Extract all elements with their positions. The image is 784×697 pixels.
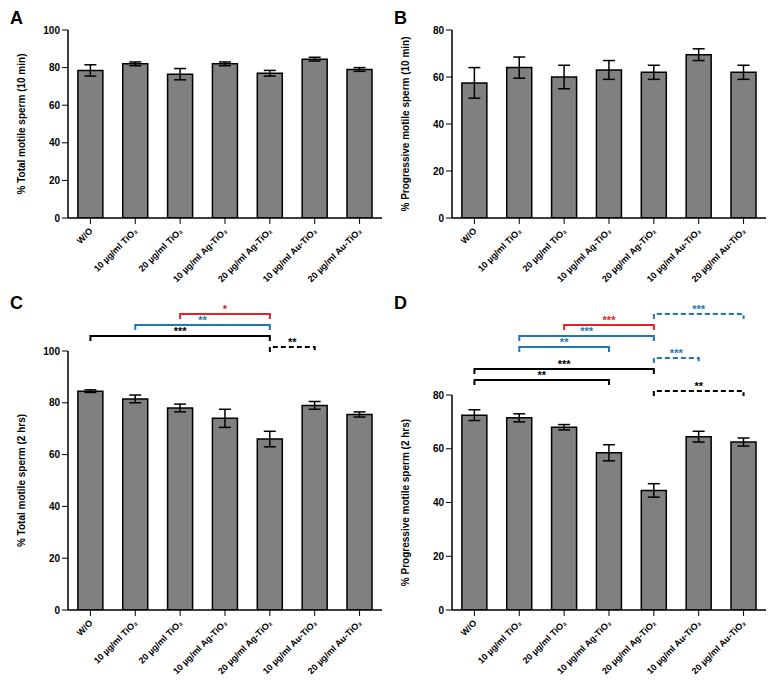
svg-text:20 µg/ml TiO₂: 20 µg/ml TiO₂ [521,618,569,666]
svg-text:10 µg/ml Ag-TiO₂: 10 µg/ml Ag-TiO₂ [555,226,614,285]
svg-text:60: 60 [433,443,445,454]
svg-text:10 µg/ml Ag-TiO₂: 10 µg/ml Ag-TiO₂ [171,226,230,285]
svg-text:% Progressive motile sperm (10: % Progressive motile sperm (10 min) [400,36,411,211]
svg-text:10 µg/ml TiO₂: 10 µg/ml TiO₂ [476,618,524,666]
svg-text:20 µg/ml Au-TiO₂: 20 µg/ml Au-TiO₂ [690,226,748,284]
svg-text:0: 0 [438,213,444,224]
svg-text:10 µg/ml TiO₂: 10 µg/ml TiO₂ [92,226,140,274]
svg-text:10 µg/ml Au-TiO₂: 10 µg/ml Au-TiO₂ [260,618,319,677]
svg-text:10 µg/ml TiO₂: 10 µg/ml TiO₂ [92,618,140,666]
svg-text:**: ** [198,314,207,326]
svg-text:0: 0 [438,605,444,616]
svg-text:20 µg/ml Au-TiO₂: 20 µg/ml Au-TiO₂ [306,226,364,284]
svg-text:60: 60 [433,72,445,83]
svg-text:40: 40 [433,497,445,508]
svg-text:10 µg/ml TiO₂: 10 µg/ml TiO₂ [476,226,524,274]
svg-text:80: 80 [49,62,61,73]
svg-text:***: *** [580,325,594,337]
svg-text:W/O: W/O [459,226,479,246]
svg-text:20 µg/ml TiO₂: 20 µg/ml TiO₂ [137,226,185,274]
svg-text:20: 20 [49,553,61,564]
svg-text:80: 80 [49,397,61,408]
svg-text:20: 20 [49,175,61,186]
svg-text:W/O: W/O [75,226,95,246]
svg-text:20 µg/ml Au-TiO₂: 20 µg/ml Au-TiO₂ [690,618,748,676]
html-text:D: D [394,293,407,313]
svg-text:20 µg/ml TiO₂: 20 µg/ml TiO₂ [521,226,569,274]
svg-text:20: 20 [433,166,445,177]
svg-text:80: 80 [433,390,445,401]
svg-text:0: 0 [54,213,60,224]
svg-text:**: ** [288,336,297,348]
svg-text:% Total motile sperm (10 min): % Total motile sperm (10 min) [16,54,27,195]
svg-text:60: 60 [49,100,61,111]
svg-text:40: 40 [433,119,445,130]
svg-text:20 µg/ml Ag-TiO₂: 20 µg/ml Ag-TiO₂ [216,226,275,285]
svg-text:100: 100 [43,346,60,357]
svg-text:20 µg/ml Ag-TiO₂: 20 µg/ml Ag-TiO₂ [600,226,659,285]
svg-text:10 µg/ml Au-TiO₂: 10 µg/ml Au-TiO₂ [260,226,319,285]
html-text:B: B [394,8,407,28]
svg-text:***: *** [692,303,706,315]
svg-text:**: ** [560,336,569,348]
svg-text:10 µg/ml Ag-TiO₂: 10 µg/ml Ag-TiO₂ [171,618,230,677]
svg-text:**: ** [537,369,546,381]
svg-text:***: *** [670,347,684,359]
html-text:A: A [10,8,23,28]
svg-text:***: *** [603,314,617,326]
svg-text:***: *** [558,358,572,370]
svg-text:80: 80 [433,25,445,36]
svg-text:W/O: W/O [75,618,95,638]
svg-text:% Total motile sperm (2 hrs): % Total motile sperm (2 hrs) [16,414,27,547]
svg-text:10 µg/ml Ag-TiO₂: 10 µg/ml Ag-TiO₂ [555,618,614,677]
svg-text:% Progressive motile sperm (2: % Progressive motile sperm (2 hrs) [400,419,411,586]
svg-text:20 µg/ml TiO₂: 20 µg/ml TiO₂ [137,618,185,666]
svg-text:0: 0 [54,605,60,616]
svg-text:40: 40 [49,137,61,148]
svg-text:20 µg/ml Ag-TiO₂: 20 µg/ml Ag-TiO₂ [600,618,659,677]
svg-text:40: 40 [49,501,61,512]
svg-text:**: ** [694,380,703,392]
svg-text:W/O: W/O [459,618,479,638]
svg-text:*: * [223,303,228,315]
svg-text:10 µg/ml Au-TiO₂: 10 µg/ml Au-TiO₂ [644,226,703,285]
html-text:C: C [10,293,23,313]
svg-text:100: 100 [43,25,60,36]
svg-text:20 µg/ml Au-TiO₂: 20 µg/ml Au-TiO₂ [306,618,364,676]
svg-text:10 µg/ml Au-TiO₂: 10 µg/ml Au-TiO₂ [644,618,703,677]
svg-text:20 µg/ml Ag-TiO₂: 20 µg/ml Ag-TiO₂ [216,618,275,677]
svg-text:20: 20 [433,551,445,562]
svg-text:60: 60 [49,449,61,460]
svg-text:***: *** [174,325,188,337]
